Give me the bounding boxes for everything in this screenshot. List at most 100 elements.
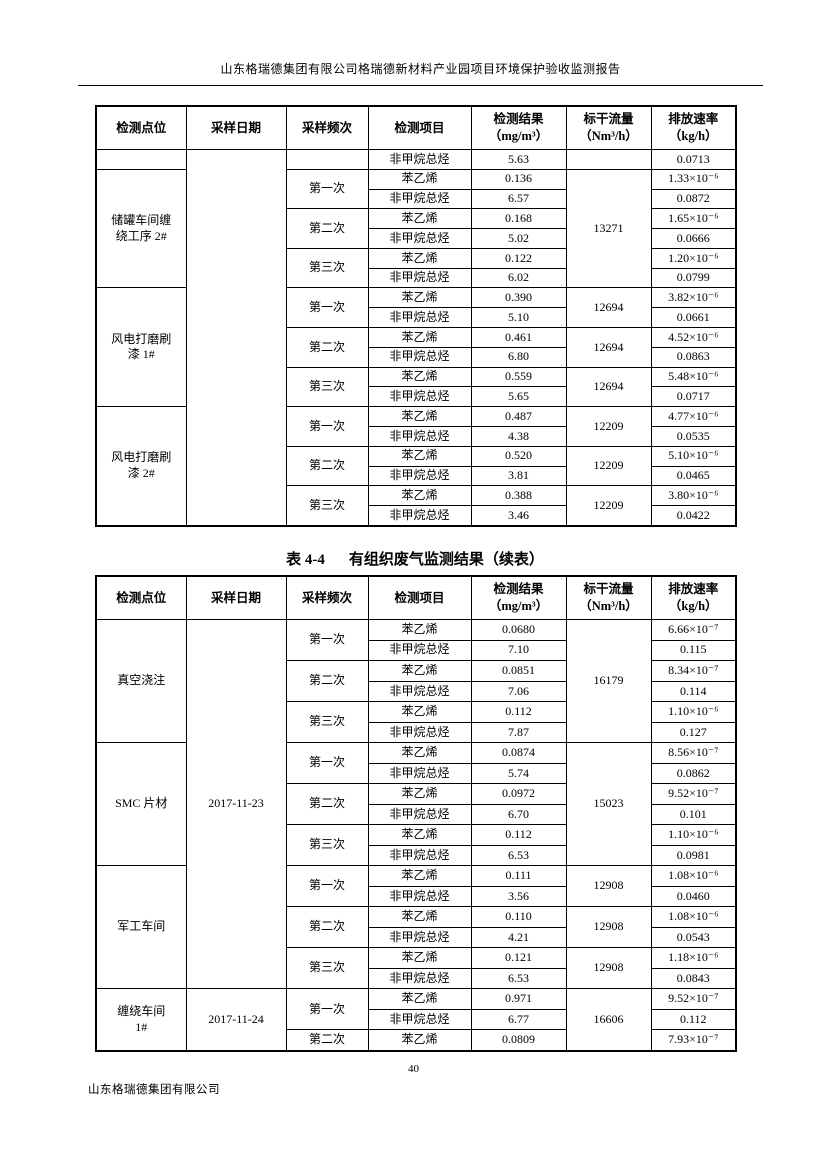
column-header: 采样日期 [185, 105, 287, 150]
table-cell: 9.52×10⁻⁷ [650, 783, 737, 805]
emission-table-4-4-continued: 检测点位 采样日期 采样频次 检测项目 检测结果 （mg/m³） 标干流量 （Nm³/h）… [95, 575, 737, 1052]
table-cell: 苯乙烯 [367, 865, 472, 887]
table-cell: 苯乙烯 [367, 701, 472, 723]
table-cell: 0.559 [470, 366, 567, 388]
table-cell: 13271 [565, 168, 652, 289]
table-cell: 第二次 [285, 327, 369, 368]
table-cell: 第三次 [285, 947, 369, 990]
footer-company-name: 山东格瑞德集团有限公司 [88, 1084, 220, 1096]
table-row: 储罐车间缠 绕工序 2# 第一次 苯乙烯 0.136 13271 1.33×10⁻⁶ [95, 168, 737, 289]
column-header: 检测结果 （mg/m³） [470, 575, 567, 620]
table-cell: 0.0981 [650, 844, 737, 867]
table-cell: 军工车间 [95, 865, 187, 990]
page-number: 40 [408, 1063, 419, 1075]
table-cell: 1.18×10⁻⁶ [650, 947, 737, 969]
table-cell: 0.487 [470, 406, 567, 427]
table-header-row: 检测点位 采样日期 采样频次 检测项目 检测结果 （mg/m³） 标干流量 （Nm³/h）… [95, 575, 737, 620]
table-cell: SMC 片材 [95, 742, 187, 867]
table-row: 非甲烷总烃 3.81 0.0465 [96, 465, 737, 487]
table-cell: 0.0422 [650, 505, 737, 527]
table-cell: 苯乙烯 [367, 247, 472, 269]
table-cell: 风电打磨刷 漆 1# [95, 287, 187, 408]
table-cell: 1.65×10⁻⁶ [650, 208, 737, 230]
column-header: 检测点位 [95, 575, 187, 620]
table-cell: 5.02 [470, 228, 567, 249]
table-cell: 0.0851 [470, 660, 567, 682]
table-number-label: 表 4-4 [286, 552, 325, 568]
table-cell: 第二次 [285, 1029, 369, 1052]
table-cell: 3.46 [470, 505, 567, 527]
column-header: 标干流量 （Nm³/h） [565, 105, 652, 150]
table-cell [565, 149, 652, 170]
table-cell: 4.52×10⁻⁶ [650, 327, 737, 348]
table-cell: 非甲烷总烃 [367, 721, 472, 744]
page-header-title: 山东格瑞德集团有限公司格瑞德新材料产业园项目环境保护验收监测报告 [78, 60, 763, 86]
column-header: 采样频次 [285, 105, 369, 150]
table-cell: 3.82×10⁻⁶ [650, 287, 737, 309]
table-cell: 0.388 [470, 485, 567, 507]
table-cell: 苯乙烯 [367, 168, 472, 190]
table-row: 风电打磨刷 漆 2# 第一次 苯乙烯 0.487 12209 4.77×10⁻⁶ [95, 406, 737, 527]
table-cell: 苯乙烯 [367, 406, 472, 427]
table-row: 第三次 苯乙烯 0.388 12209 3.80×10⁻⁶ [96, 485, 737, 527]
table-cell: 非甲烷总烃 [367, 885, 472, 908]
table-cell: 0.0717 [650, 386, 737, 408]
table-cell: 0.0863 [650, 346, 737, 368]
table-cell: 1.08×10⁻⁶ [650, 865, 737, 887]
table-cell: 第一次 [285, 742, 369, 785]
table-cell: 12908 [565, 865, 652, 908]
table-cell: 苯乙烯 [367, 906, 472, 928]
table-cell: 7.87 [470, 721, 567, 744]
table-row: 非甲烷总烃 6.80 0.0863 [96, 346, 737, 368]
column-header: 排放速率 （kg/h） [650, 105, 737, 150]
table-title-text: 有组织废气监测结果（续表） [348, 552, 544, 568]
table-cell: 非甲烷总烃 [367, 1008, 472, 1031]
table-cell: 非甲烷总烃 [367, 762, 472, 785]
table-row: 非甲烷总烃 3.56 0.0460 [96, 885, 737, 908]
table-row: 第二次 苯乙烯 0.0851 8.34×10⁻⁷ [96, 660, 737, 703]
table-cell: 非甲烷总烃 [367, 267, 472, 289]
table-cell: 苯乙烯 [367, 287, 472, 309]
table-header-row: 检测点位 采样日期 采样频次 检测项目 检测结果 （mg/m³） 标干流量 （Nm³/h）… [95, 105, 737, 150]
table-cell: 12694 [565, 327, 652, 368]
table-cell: 0.971 [470, 988, 567, 1010]
table-cell: 苯乙烯 [367, 327, 472, 348]
table-cell: 苯乙烯 [367, 485, 472, 507]
table-cell: 1.33×10⁻⁶ [650, 168, 737, 190]
table-cell: 5.10 [470, 307, 567, 329]
table-cell: 第一次 [285, 406, 369, 447]
table-cell: 4.77×10⁻⁶ [650, 406, 737, 427]
table-cell: 第一次 [285, 287, 369, 329]
table-cell: 8.56×10⁻⁷ [650, 742, 737, 764]
table-cell: 非甲烷总烃 [367, 465, 472, 487]
table-cell: 第三次 [285, 247, 369, 289]
table-cell: 1.10×10⁻⁶ [650, 824, 737, 846]
table-cell: 非甲烷总烃 [367, 425, 472, 447]
table-cell: 1.08×10⁻⁶ [650, 906, 737, 928]
table-cell: 0.0465 [650, 465, 737, 487]
table-cell: 0.0543 [650, 926, 737, 949]
table-cell: 0.112 [650, 1008, 737, 1031]
table-cell: 非甲烷总烃 [367, 346, 472, 368]
table-row: 风电打磨刷 漆 1# 第一次 苯乙烯 0.390 12694 3.82×10⁻⁶ [95, 287, 737, 408]
table-cell: 非甲烷总烃 [367, 844, 472, 867]
table-row: 非甲烷总烃 7.06 0.114 [96, 680, 737, 703]
table-cell: 6.57 [470, 188, 567, 210]
table-cell: 5.10×10⁻⁶ [650, 445, 737, 467]
table-cell: 非甲烷总烃 [367, 967, 472, 990]
table-cell: 0.127 [650, 721, 737, 744]
table-cell: 0.115 [650, 639, 737, 662]
table-cell: 6.66×10⁻⁷ [650, 619, 737, 641]
table-cell: 0.0862 [650, 762, 737, 785]
table-cell: 5.48×10⁻⁶ [650, 366, 737, 388]
table-cell: 8.34×10⁻⁷ [650, 660, 737, 682]
table-row: 军工车间 第一次 苯乙烯 0.111 12908 1.08×10⁻⁶ [95, 865, 737, 990]
table-cell: 苯乙烯 [367, 947, 472, 969]
column-header: 检测结果 （mg/m³） [470, 105, 567, 150]
table-cell: 5.65 [470, 386, 567, 408]
table-row: 非甲烷总烃 5.10 0.0661 [96, 307, 737, 329]
table-cell: 苯乙烯 [367, 988, 472, 1010]
table-cell: 0.0535 [650, 425, 737, 447]
table-cell: 6.70 [470, 803, 567, 826]
table-4-4-title: 表 4-4 有组织废气监测结果（续表） [95, 548, 735, 569]
